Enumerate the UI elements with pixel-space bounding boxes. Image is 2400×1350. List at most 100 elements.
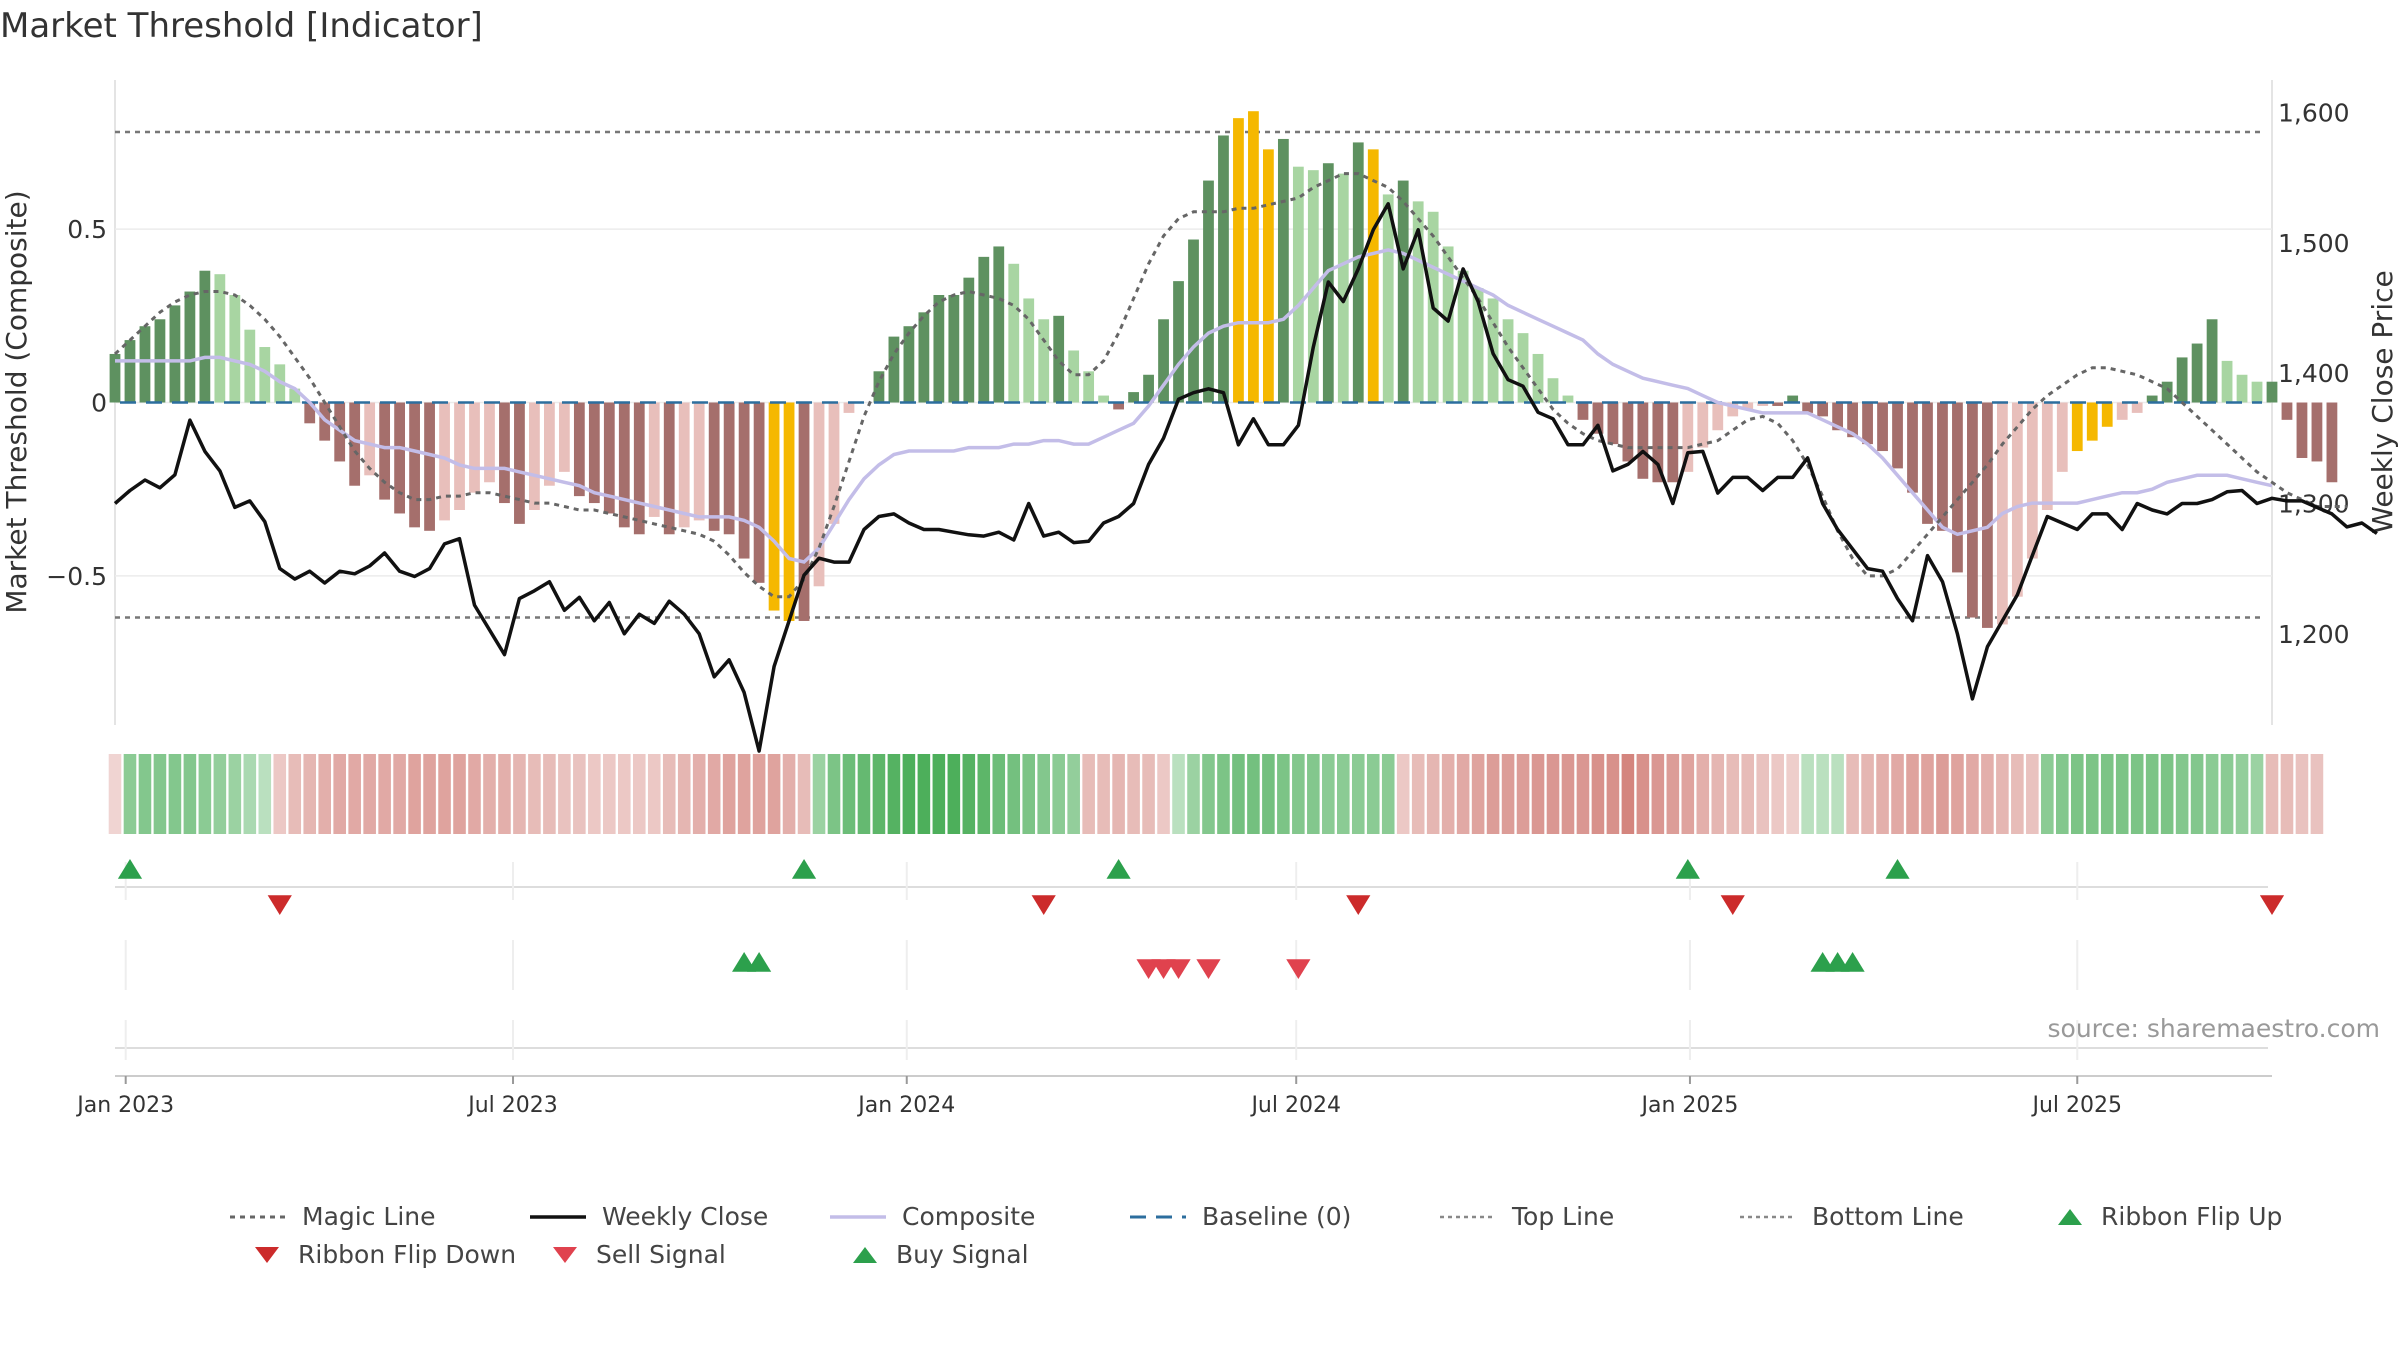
ribbon-cell — [1411, 754, 1425, 834]
composite-bar — [708, 402, 720, 531]
ribbon-cell — [408, 754, 421, 834]
ribbon-cell — [1247, 754, 1260, 834]
composite-swatch — [830, 1214, 886, 1219]
ribbon-cell — [842, 754, 856, 834]
composite-bar — [753, 402, 765, 583]
buy-signal-icon — [853, 1246, 877, 1263]
composite-bar — [1248, 111, 1259, 403]
buy-signal-marker — [747, 952, 772, 972]
legend-label: Magic Line — [302, 1202, 436, 1231]
ribbon-cell — [1381, 754, 1395, 834]
composite-bar — [2131, 402, 2143, 413]
composite-bar — [1727, 402, 1739, 417]
ribbon-cell — [198, 754, 212, 834]
ribbon-cell — [318, 754, 331, 834]
ribbon-cell — [2026, 754, 2039, 834]
ribbon-cell — [1441, 754, 1455, 834]
ribbon-cell — [2295, 754, 2309, 834]
composite-bar — [1757, 402, 1769, 406]
composite-bar — [1802, 402, 1814, 413]
ribbon-cell — [2041, 754, 2054, 834]
composite-bar — [2221, 360, 2233, 403]
composite-bar — [1038, 319, 1050, 403]
ribbon-flip-down-marker — [1031, 895, 1056, 915]
ribbon-cell — [1501, 754, 1515, 834]
ribbon-cell — [1351, 754, 1365, 834]
composite-bar — [873, 371, 885, 403]
composite-bar — [1098, 395, 1110, 403]
ribbon-cell — [513, 754, 526, 834]
composite-bar — [1292, 166, 1304, 403]
composite-bar — [1263, 149, 1274, 403]
ribbon-cell — [438, 754, 451, 834]
x-tick-label: Jan 2024 — [856, 1093, 955, 1118]
composite-bar — [1457, 270, 1469, 403]
ribbon-cell — [1142, 754, 1155, 834]
ribbon-cell — [2220, 754, 2234, 834]
legend: Magic Line Weekly Close Composite Baseli… — [230, 1202, 2330, 1278]
composite-bar — [2311, 402, 2323, 462]
ribbon-cell — [1127, 754, 1140, 834]
x-tick-label: Jul 2023 — [466, 1093, 558, 1118]
sell-signal-icon — [553, 1246, 577, 1263]
composite-bar — [1188, 239, 1199, 403]
composite-bar — [259, 347, 271, 403]
ribbon-cell — [2190, 754, 2204, 834]
ribbon-cell — [1921, 754, 1934, 834]
ribbon-cell — [603, 754, 616, 834]
source-note: source: sharemaestro.com — [2047, 1014, 2381, 1043]
ribbon-cell — [2085, 754, 2099, 834]
ribbon-flip-up-icon — [2058, 1208, 2082, 1225]
composite-bar — [514, 402, 525, 524]
composite-bar — [1652, 402, 1664, 483]
ribbon-cell — [498, 754, 511, 834]
composite-bar — [1397, 180, 1409, 403]
ribbon-cell — [528, 754, 541, 834]
composite-bar — [1113, 402, 1124, 410]
composite-bar — [573, 402, 585, 497]
ribbon-cell — [797, 754, 811, 834]
top-line-swatch — [1440, 1215, 1496, 1218]
composite-bar — [1442, 246, 1454, 403]
composite-bar — [2101, 402, 2113, 427]
ribbon-cell — [2235, 754, 2249, 834]
composite-bar — [813, 402, 825, 587]
composite-bar — [1547, 378, 1559, 403]
ribbon-cell — [662, 754, 676, 834]
ribbon-cell — [2310, 754, 2324, 834]
composite-bar — [2056, 402, 2068, 472]
ribbon-cell — [1022, 754, 1036, 834]
composite-bar — [1592, 402, 1604, 434]
ribbon-cell — [1831, 754, 1844, 834]
ribbon-cell — [887, 754, 901, 834]
ribbon-cell — [1966, 754, 1979, 834]
ribbon-cell — [2070, 754, 2084, 834]
ribbon-cell — [1187, 754, 1200, 834]
composite-bar — [2281, 402, 2293, 420]
composite-bar — [1577, 402, 1589, 420]
composite-bar — [454, 402, 465, 510]
composite-bar — [1218, 135, 1229, 403]
ribbon-cell — [1277, 754, 1290, 834]
legend-label: Buy Signal — [896, 1240, 1029, 1269]
ribbon-cell — [1651, 754, 1665, 834]
composite-bar — [783, 402, 795, 621]
composite-bar — [1667, 402, 1679, 483]
composite-bar — [184, 291, 196, 403]
legend-label: Baseline (0) — [1202, 1202, 1352, 1231]
ribbon-cell — [767, 754, 781, 834]
composite-bar — [948, 295, 960, 403]
ribbon-cell — [962, 754, 976, 834]
ribbon-cell — [2205, 754, 2219, 834]
bottom-line-swatch — [1740, 1215, 1796, 1218]
ribbon-cell — [1232, 754, 1245, 834]
y2-axis-label: Weekly Close Price — [2366, 270, 2399, 533]
ribbon-cell — [168, 754, 182, 834]
composite-bar — [1128, 392, 1139, 403]
composite-bar — [169, 305, 181, 403]
ribbon-cell — [827, 754, 841, 834]
composite-bar — [633, 402, 645, 535]
ribbon-cell — [543, 754, 556, 834]
baseline-swatch — [1130, 1215, 1186, 1218]
ribbon-cell — [1981, 754, 1994, 834]
